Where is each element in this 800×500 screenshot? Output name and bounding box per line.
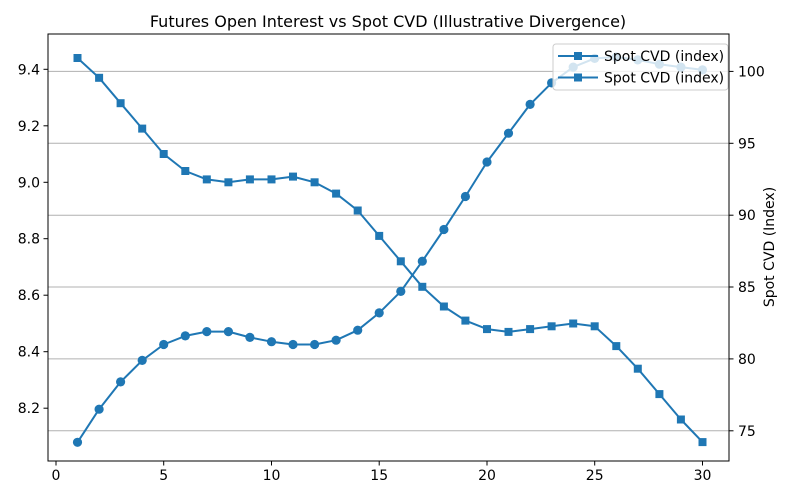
- data-point-square: [353, 206, 362, 215]
- data-point-square: [116, 99, 125, 108]
- legend-label-2: Spot CVD (index): [604, 71, 724, 87]
- right-tick-label: 80: [738, 352, 756, 368]
- data-point-square: [655, 390, 664, 399]
- data-point-circle: [439, 224, 449, 235]
- data-point-square: [224, 178, 233, 187]
- plot-border: [47, 33, 730, 462]
- right-tick-label: 85: [738, 280, 756, 296]
- legend-square-marker-icon: [574, 73, 582, 82]
- data-point-square: [676, 415, 685, 424]
- data-point-square: [289, 172, 297, 181]
- x-tick-label: 0: [52, 468, 61, 484]
- left-tick-label: 8.6: [18, 288, 40, 304]
- data-point-circle: [266, 337, 277, 347]
- data-point-circle: [94, 404, 104, 414]
- right-tick-label: 90: [738, 208, 756, 224]
- data-point-square: [633, 364, 642, 373]
- data-point-square: [547, 322, 556, 331]
- x-tick-label: 5: [159, 468, 168, 484]
- data-point-circle: [159, 339, 169, 350]
- data-point-circle: [72, 437, 83, 447]
- data-point-square: [483, 325, 491, 334]
- data-point-square: [73, 54, 82, 62]
- axes-layer: 8.2 8.4 8.6 8.8 9.0 9.2 9.4 75 80 85 90 95 100 0 5 10 15…: [18, 33, 765, 484]
- left-tick-label: 9.0: [18, 175, 40, 191]
- right-axis-label: Spot CVD (Index): [762, 187, 778, 307]
- left-tick-label: 8.8: [18, 232, 40, 248]
- data-point-square: [612, 342, 621, 351]
- data-point-circle: [353, 325, 363, 335]
- data-point-square: [698, 438, 707, 447]
- legend-square-marker-icon: [574, 52, 582, 60]
- gridlines: [48, 70, 729, 432]
- data-point-square: [159, 150, 168, 158]
- data-point-circle: [525, 99, 535, 109]
- x-tick-label: 20: [478, 468, 496, 484]
- data-point-circle: [245, 332, 255, 342]
- left-tick-label: 8.4: [18, 345, 40, 361]
- data-point-square: [418, 282, 427, 291]
- data-point-square: [569, 319, 578, 328]
- x-tick-label: 30: [694, 468, 712, 484]
- data-point-square: [504, 327, 513, 336]
- data-point-square: [245, 175, 254, 184]
- data-point-circle: [331, 335, 341, 345]
- data-point-circle: [482, 157, 492, 167]
- x-tick-label: 25: [586, 468, 604, 484]
- left-tick-label: 8.2: [18, 401, 40, 417]
- data-point-circle: [137, 355, 147, 365]
- data-point-circle: [223, 327, 233, 337]
- right-tick-label: 95: [738, 136, 756, 152]
- data-point-square: [202, 175, 211, 184]
- series-layer: [72, 52, 708, 447]
- data-point-circle: [396, 286, 406, 296]
- data-point-square: [439, 302, 448, 311]
- data-point-square: [590, 322, 599, 331]
- data-point-square: [181, 167, 190, 175]
- chart-title: Futures Open Interest vs Spot CVD (Illus…: [150, 12, 626, 31]
- data-point-square: [310, 178, 319, 187]
- data-point-circle: [310, 339, 320, 350]
- data-point-square: [526, 325, 535, 334]
- data-point-circle: [288, 339, 298, 350]
- legend: Spot CVD (index) Spot CVD (index): [552, 43, 729, 91]
- right-tick-label: 75: [738, 424, 756, 440]
- futures-oi-series: [73, 54, 707, 447]
- x-tick-label: 15: [370, 468, 388, 484]
- data-point-circle: [417, 256, 427, 266]
- data-point-circle: [460, 191, 470, 202]
- data-point-square: [461, 316, 470, 325]
- data-point-square: [138, 124, 147, 133]
- legend-label-1: Spot CVD (index): [604, 49, 724, 65]
- data-point-square: [332, 189, 341, 198]
- data-point-square: [396, 257, 405, 266]
- left-tick-label: 9.4: [18, 62, 40, 78]
- data-point-circle: [116, 377, 126, 387]
- data-point-circle: [202, 327, 212, 337]
- series-line: [76, 57, 704, 443]
- x-tick-label: 10: [263, 468, 281, 484]
- data-point-square: [375, 231, 384, 240]
- data-point-circle: [180, 331, 190, 341]
- data-point-square: [267, 175, 276, 184]
- right-tick-label: 100: [738, 64, 765, 80]
- data-point-circle: [503, 128, 514, 138]
- left-tick-label: 9.2: [18, 119, 40, 135]
- data-point-square: [95, 73, 104, 82]
- data-point-circle: [374, 308, 384, 318]
